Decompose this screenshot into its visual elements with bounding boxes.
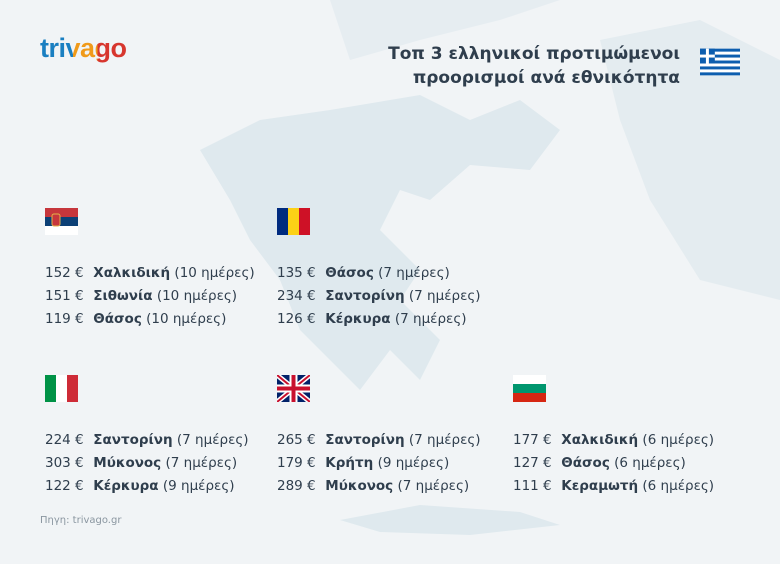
source: Πηγη: trivago.gr <box>40 515 122 526</box>
duration: (7 ημέρες) <box>176 432 249 448</box>
price: 126 € <box>277 311 316 327</box>
destination-row: 151 € Σιθωνία (10 ημέρες) <box>45 285 285 308</box>
destination-row: 179 € Κρήτη (9 ημέρες) <box>277 452 517 475</box>
price: 179 € <box>277 455 316 471</box>
place: Χαλκιδική <box>561 432 639 448</box>
place: Θάσος <box>93 311 142 327</box>
duration: (6 ημέρες) <box>642 432 715 448</box>
place: Κεραμωτή <box>561 478 639 494</box>
title-line: Τοπ 3 ελληνικοί προτιμώμενοι <box>388 44 680 64</box>
place: Μύκονος <box>93 455 162 471</box>
price: 289 € <box>277 478 316 494</box>
duration: (6 ημέρες) <box>614 455 686 471</box>
destination-row: 234 € Σαντορίνη (7 ημέρες) <box>277 285 517 308</box>
duration: (9 ημέρες) <box>377 455 450 471</box>
price: 127 € <box>513 455 552 471</box>
price: 265 € <box>277 432 316 448</box>
destination-row: 127 € Θάσος (6 ημέρες) <box>513 452 753 475</box>
destination-row: 111 € Κεραμωτή (6 ημέρες) <box>513 475 753 498</box>
place: Σαντορίνη <box>325 288 405 304</box>
place: Θάσος <box>325 265 374 281</box>
place: Σιθωνία <box>93 288 153 304</box>
duration: (7 ημέρες) <box>394 311 467 327</box>
place: Σαντορίνη <box>93 432 173 448</box>
destination-row: 122 € Κέρκυρα (9 ημέρες) <box>45 475 285 498</box>
duration: (7 ημέρες) <box>408 288 481 304</box>
price: 152 € <box>45 265 84 281</box>
price: 303 € <box>45 455 84 471</box>
duration: (9 ημέρες) <box>162 478 235 494</box>
destination-row: 177 € Χαλκιδική (6 ημέρες) <box>513 429 753 452</box>
place: Κέρκυρα <box>93 478 159 494</box>
duration: (7 ημέρες) <box>408 432 481 448</box>
price: 122 € <box>45 478 84 494</box>
destination-row: 126 € Κέρκυρα (7 ημέρες) <box>277 308 517 331</box>
place: Θάσος <box>561 455 610 471</box>
group: 265 € Σαντορίνη (7 ημέρες) 179 € Κρήτη (9… <box>277 375 517 498</box>
price: 119 € <box>45 311 84 327</box>
destination-row: 289 € Μύκονος (7 ημέρες) <box>277 475 517 498</box>
place: Σαντορίνη <box>325 432 405 448</box>
place: Μύκονος <box>325 478 394 494</box>
flag-italy <box>45 375 78 402</box>
flag-serbia <box>45 208 78 235</box>
duration: (7 ημέρες) <box>165 455 238 471</box>
price: 234 € <box>277 288 316 304</box>
flag-uk <box>277 375 310 402</box>
title-line: προορισμοί ανά εθνικότητα <box>412 68 680 88</box>
flag-romania <box>277 208 310 235</box>
price: 224 € <box>45 432 84 448</box>
duration: (10 ημέρες) <box>146 311 227 327</box>
group: 135 € Θάσος (7 ημέρες) 234 € Σαντορίνη (7… <box>277 208 517 331</box>
place: Κέρκυρα <box>325 311 391 327</box>
duration: (10 ημέρες) <box>174 265 255 281</box>
price: 135 € <box>277 265 316 281</box>
group: 152 € Χαλκιδική (10 ημέρες) 151 € Σιθωνία… <box>45 208 285 331</box>
price: 177 € <box>513 432 552 448</box>
destination-row: 303 € Μύκονος (7 ημέρες) <box>45 452 285 475</box>
duration: (10 ημέρες) <box>156 288 238 304</box>
price: 151 € <box>45 288 84 304</box>
place: Χαλκιδική <box>93 265 171 281</box>
logo: trivago <box>40 33 127 63</box>
destination-row: 135 € Θάσος (7 ημέρες) <box>277 262 517 285</box>
flag-bulgaria <box>513 375 546 402</box>
place: Κρήτη <box>325 455 374 471</box>
flag-greece <box>700 48 740 76</box>
price: 111 € <box>513 478 552 494</box>
group: 224 € Σαντορίνη (7 ημέρες) 303 € Μύκονος … <box>45 375 285 498</box>
destination-row: 265 € Σαντορίνη (7 ημέρες) <box>277 429 517 452</box>
title: Τοπ 3 ελληνικοί προτιμώμενοι προορισμοί … <box>388 42 680 90</box>
destination-row: 152 € Χαλκιδική (10 ημέρες) <box>45 262 285 285</box>
destination-row: 119 € Θάσος (10 ημέρες) <box>45 308 285 331</box>
group: 177 € Χαλκιδική (6 ημέρες) 127 € Θάσος (6… <box>513 375 753 498</box>
destination-row: 224 € Σαντορίνη (7 ημέρες) <box>45 429 285 452</box>
duration: (7 ημέρες) <box>397 478 470 494</box>
duration: (6 ημέρες) <box>642 478 715 494</box>
duration: (7 ημέρες) <box>378 265 450 281</box>
